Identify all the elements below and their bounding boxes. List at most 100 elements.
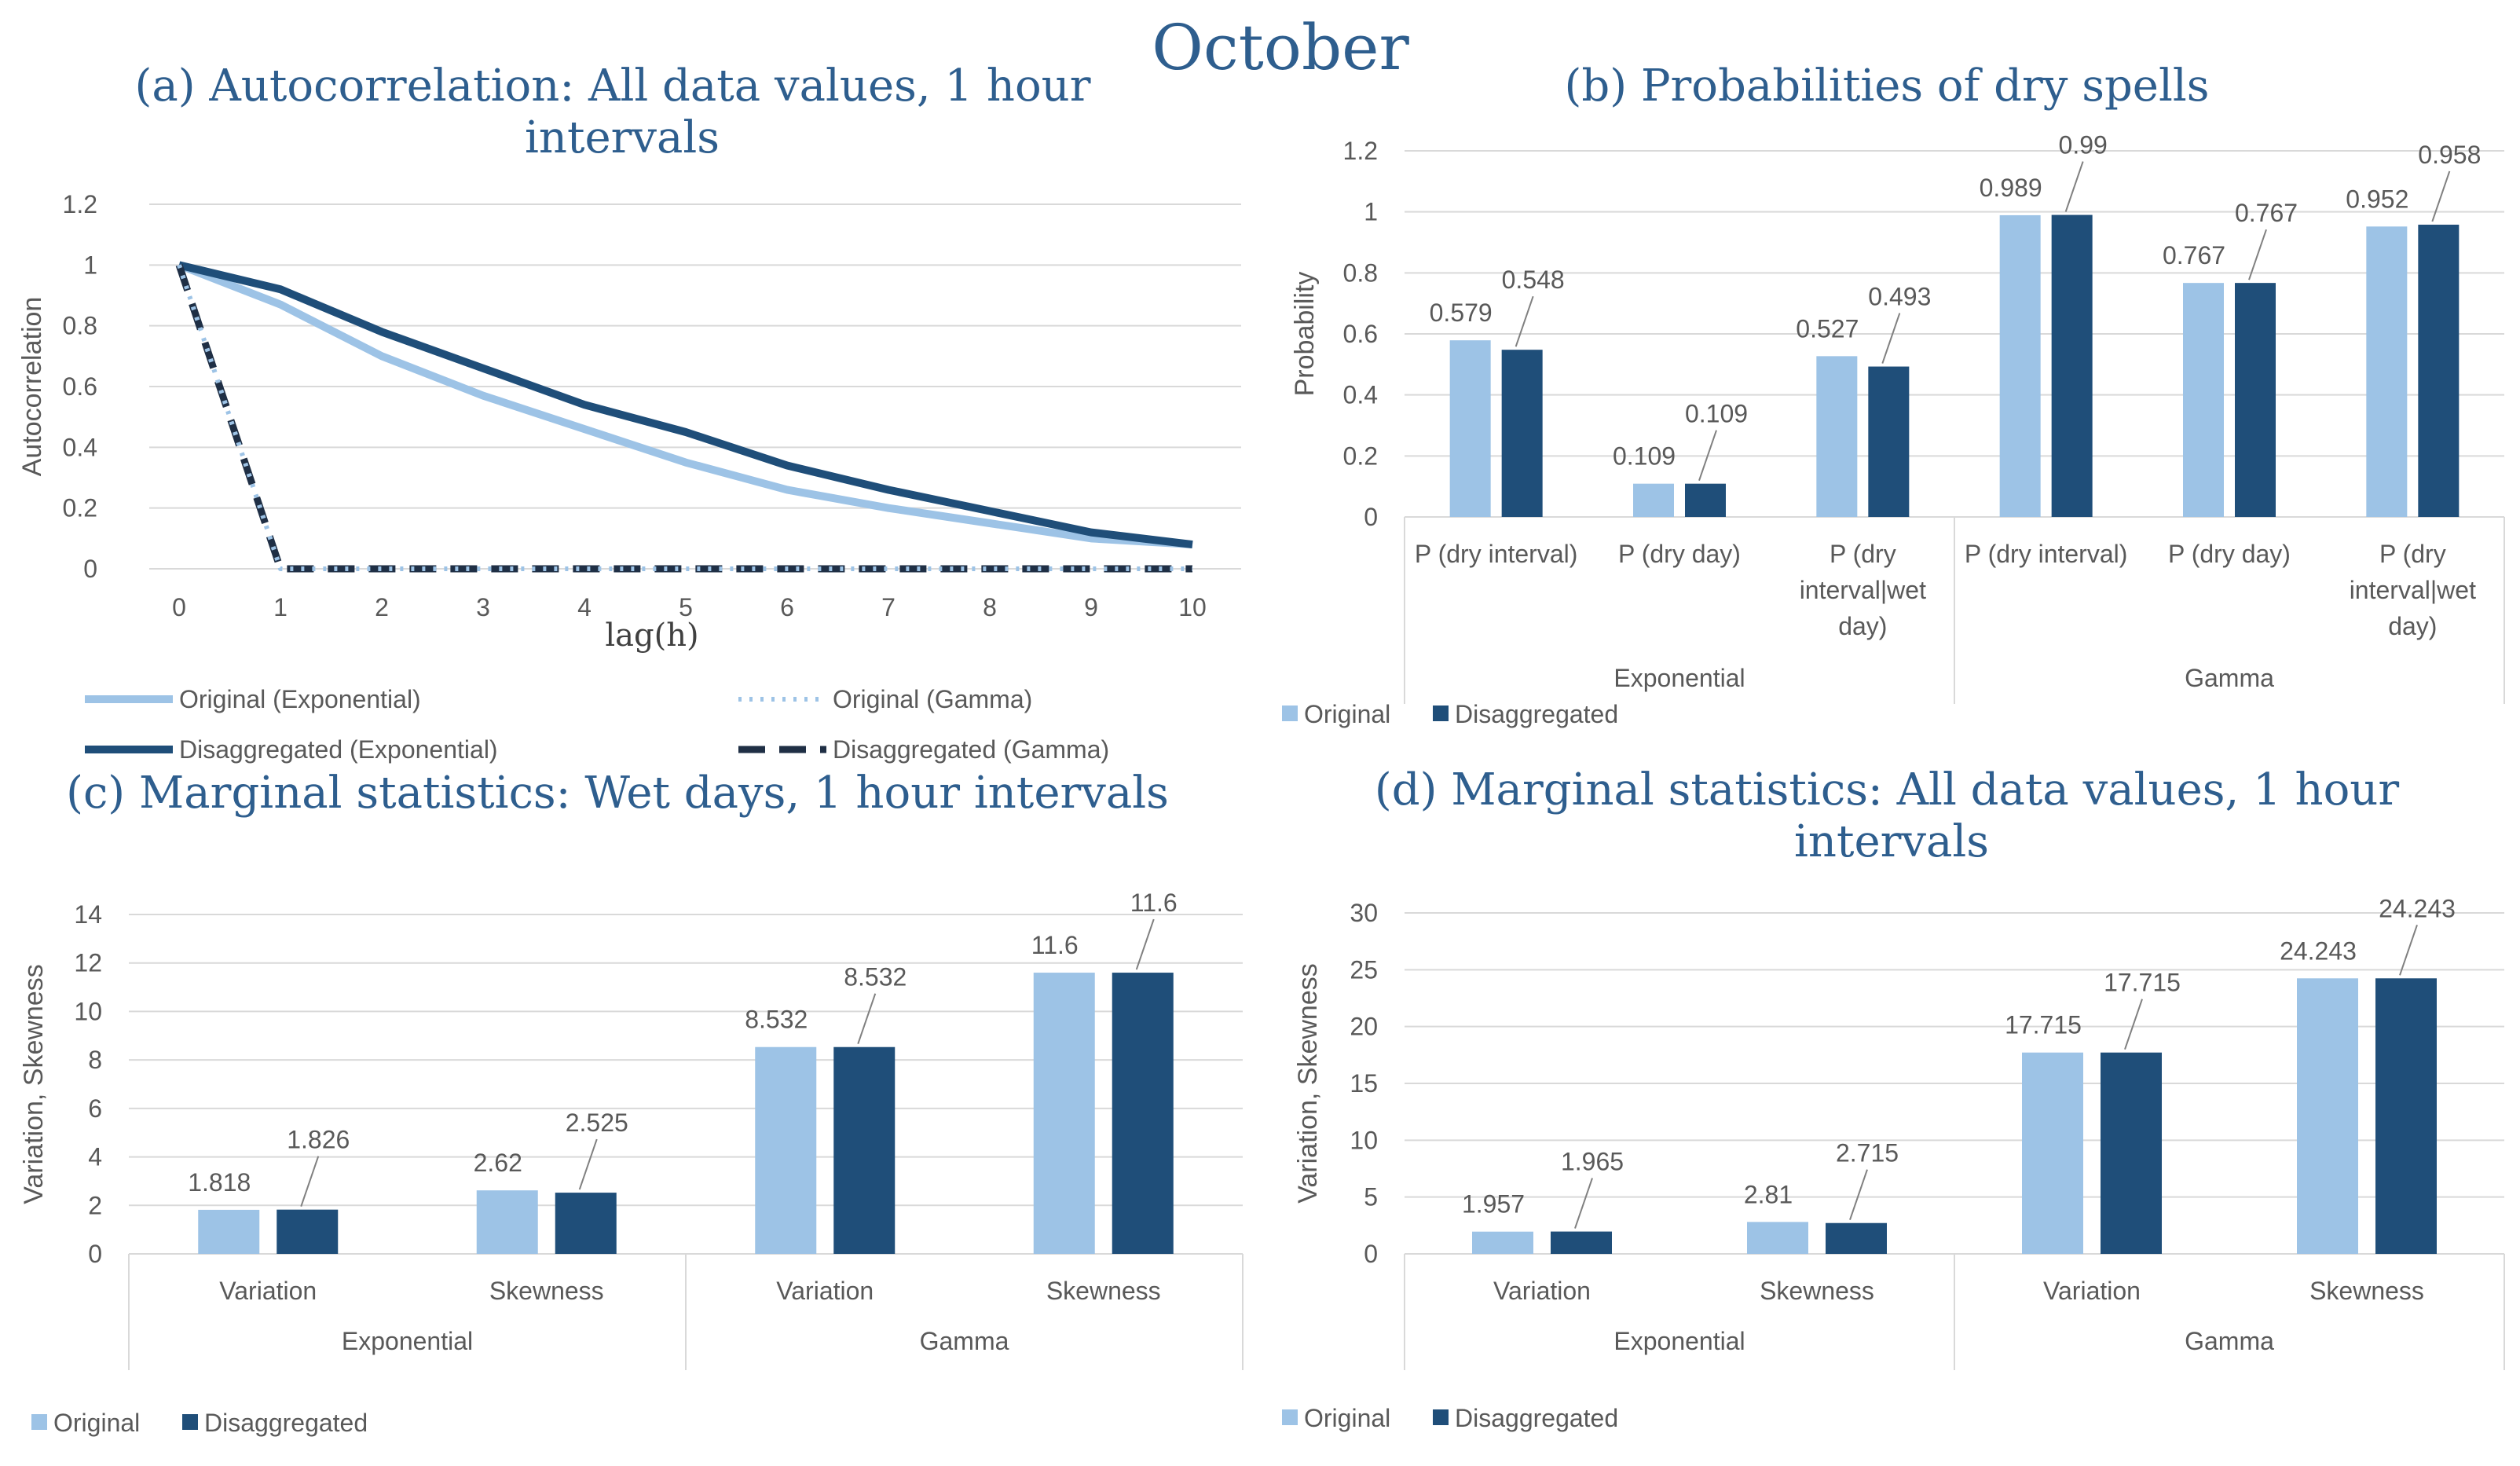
- panel-d-y-tick-label: 20: [1350, 1013, 1378, 1041]
- panel-c-y-tick-label: 12: [74, 949, 102, 977]
- panel-c-bar-original: [1033, 973, 1095, 1254]
- panel-d-x-category-label: Variation: [2043, 1277, 2141, 1305]
- panel-a-legend-label: Original (Gamma): [833, 685, 1032, 713]
- panel-c-leader-line: [578, 1138, 598, 1190]
- panel-b-data-label-original: 0.767: [2163, 241, 2225, 269]
- panel-b-y-tick-label: 1.2: [1343, 137, 1378, 165]
- panel-b-data-label-disaggregated: 0.109: [1685, 400, 1748, 428]
- panel-c-data-label-disaggregated: 1.826: [287, 1126, 350, 1154]
- panel-a-x-tick-label: 8: [983, 593, 997, 621]
- panel-c-data-label-disaggregated: 8.532: [844, 963, 907, 991]
- panel-c-group-label: Exponential: [342, 1327, 473, 1355]
- panel-c-legend-label-disaggregated: Disaggregated: [204, 1409, 368, 1437]
- panel-c-y-tick-label: 0: [88, 1240, 102, 1268]
- panel-b-leader-line: [2431, 170, 2451, 222]
- panel-a-x-tick-label: 0: [172, 593, 186, 621]
- panel-c-y-tick-label: 14: [74, 900, 102, 929]
- panel-a-y-tick-label: 0: [83, 555, 97, 583]
- panel-b-x-category-label: day): [1838, 612, 1887, 640]
- panel-b-y-tick-label: 0.2: [1343, 442, 1378, 470]
- panel-d-bar-original: [1472, 1231, 1533, 1254]
- panel-d-bar-disaggregated: [1551, 1231, 1612, 1254]
- panel-c-y-tick-label: 6: [88, 1094, 102, 1123]
- panel-d-y-tick-label: 0: [1364, 1240, 1378, 1268]
- panel-b-bar-disaggregated: [2051, 214, 2093, 517]
- panel-c-legend-swatch-original: [31, 1414, 47, 1430]
- panel-b-y-tick-label: 0.8: [1343, 258, 1378, 287]
- panel-a-series-line-solid-dark: [178, 261, 1193, 549]
- panel-b-x-category-label: day): [2388, 612, 2437, 640]
- panel-c-leader-line: [857, 993, 877, 1045]
- panel-b-data-label-disaggregated: 0.99: [2059, 131, 2108, 159]
- panel-c-x-category-label: Skewness: [489, 1277, 604, 1305]
- panel-a-y-tick-label: 0.2: [63, 494, 97, 522]
- panel-c-group-label: Gamma: [920, 1327, 1009, 1355]
- panel-c-bar-disaggregated: [1112, 973, 1174, 1254]
- panel-d-bar-disaggregated: [2101, 1052, 2162, 1254]
- panel-b-bar-disaggregated: [1685, 483, 1726, 517]
- panel-c-data-label-disaggregated: 11.6: [1130, 889, 1178, 917]
- panel-a-x-axis-title: lag(h): [605, 618, 698, 654]
- panel-b-dry-spells: (b) Probabilities of dry spells 0 0.2 0.4 0.…: [1282, 60, 2505, 728]
- panel-c-legend-swatch-disaggregated: [182, 1414, 198, 1430]
- panel-d-leader-line: [2399, 924, 2418, 976]
- panel-c-y-tick-label: 10: [74, 997, 102, 1025]
- panel-a-legend-label: Original (Exponential): [179, 685, 421, 713]
- panel-d-y-tick-label: 15: [1350, 1069, 1378, 1098]
- panel-d-legend-label-disaggregated: Disaggregated: [1455, 1404, 1618, 1432]
- panel-a-legend-label: Disaggregated (Gamma): [833, 735, 1109, 764]
- panel-a-x-tick-label: 10: [1178, 593, 1207, 621]
- panel-d-all-data-values: (d) Marginal statistics: All data values…: [1282, 764, 2505, 1432]
- panel-c-y-tick-label: 8: [88, 1046, 102, 1074]
- panel-b-data-label-disaggregated: 0.548: [1502, 266, 1565, 294]
- panel-b-y-axis-title: Probability: [1290, 272, 1320, 397]
- panel-a-x-tick-label: 4: [577, 593, 592, 621]
- panel-b-x-category-label: P (dry day): [2168, 540, 2291, 568]
- panel-c-wet-days: (c) Marginal statistics: Wet days, 1 hou…: [19, 768, 1244, 1437]
- panel-d-y-tick-label: 25: [1350, 955, 1378, 984]
- panel-d-y-tick-label: 5: [1364, 1183, 1378, 1211]
- panel-c-legend-label-original: Original: [53, 1409, 140, 1437]
- panel-d-x-category-label: Skewness: [1760, 1277, 1874, 1305]
- panel-c-data-label-original: 11.6: [1031, 931, 1079, 959]
- panel-b-x-category-label: P (dry day): [1618, 540, 1741, 568]
- panel-b-y-tick-label: 1: [1364, 198, 1378, 226]
- panel-a-y-tick-label: 1: [83, 251, 97, 279]
- panel-c-data-label-original: 1.818: [188, 1168, 251, 1197]
- panel-d-bar-disaggregated: [2375, 978, 2437, 1254]
- panel-b-data-label-original: 0.527: [1796, 314, 1859, 343]
- panel-b-y-tick-label: 0.6: [1343, 320, 1378, 348]
- panel-b-leader-line: [2248, 229, 2267, 280]
- panel-b-bar-disaggregated: [2418, 224, 2460, 517]
- panel-d-bar-disaggregated: [1826, 1222, 1887, 1254]
- panel-a-x-tick-label: 1: [273, 593, 288, 621]
- panel-a-legend-label: Disaggregated (Exponential): [179, 735, 498, 764]
- panel-d-data-label-original: 24.243: [2280, 936, 2357, 965]
- panel-b-x-category-label: P (dry: [2379, 540, 2446, 568]
- panel-d-legend-label-original: Original: [1304, 1404, 1390, 1432]
- panel-b-data-label-disaggregated: 0.958: [2418, 141, 2481, 169]
- panel-a-x-tick-label: 7: [881, 593, 896, 621]
- panel-c-x-category-label: Variation: [219, 1277, 317, 1305]
- panel-d-x-category-label: Variation: [1493, 1277, 1591, 1305]
- panel-b-data-label-original: 0.579: [1430, 299, 1493, 327]
- panel-b-y-tick-label: 0.4: [1343, 381, 1378, 409]
- panel-b-legend-label-original: Original: [1304, 700, 1390, 728]
- panel-d-title-line2: intervals: [1794, 816, 1989, 867]
- panel-a-autocorrelation: (a) Autocorrelation: All data values, 1 …: [17, 60, 1241, 764]
- panel-b-x-category-label: interval|wet: [1800, 576, 1926, 604]
- panel-d-group-label: Gamma: [2185, 1327, 2274, 1355]
- panel-a-y-tick-label: 0.4: [63, 433, 97, 461]
- panel-d-bar-original: [1747, 1222, 1808, 1254]
- panel-c-bar-original: [198, 1209, 260, 1254]
- panel-b-data-label-disaggregated: 0.493: [1868, 283, 1931, 311]
- panel-b-leader-line: [1698, 430, 1717, 481]
- panel-d-data-label-original: 17.715: [2005, 1011, 2082, 1039]
- panel-b-bar-original: [1633, 483, 1674, 517]
- panel-d-y-axis-title: Variation, Skewness: [1293, 963, 1323, 1204]
- panel-a-x-tick-label: 2: [375, 593, 389, 621]
- panel-b-bar-original: [1449, 340, 1491, 517]
- panel-b-data-label-original: 0.109: [1613, 442, 1676, 471]
- panel-b-bar-original: [2183, 283, 2224, 517]
- panel-b-legend-swatch-original: [1282, 706, 1298, 721]
